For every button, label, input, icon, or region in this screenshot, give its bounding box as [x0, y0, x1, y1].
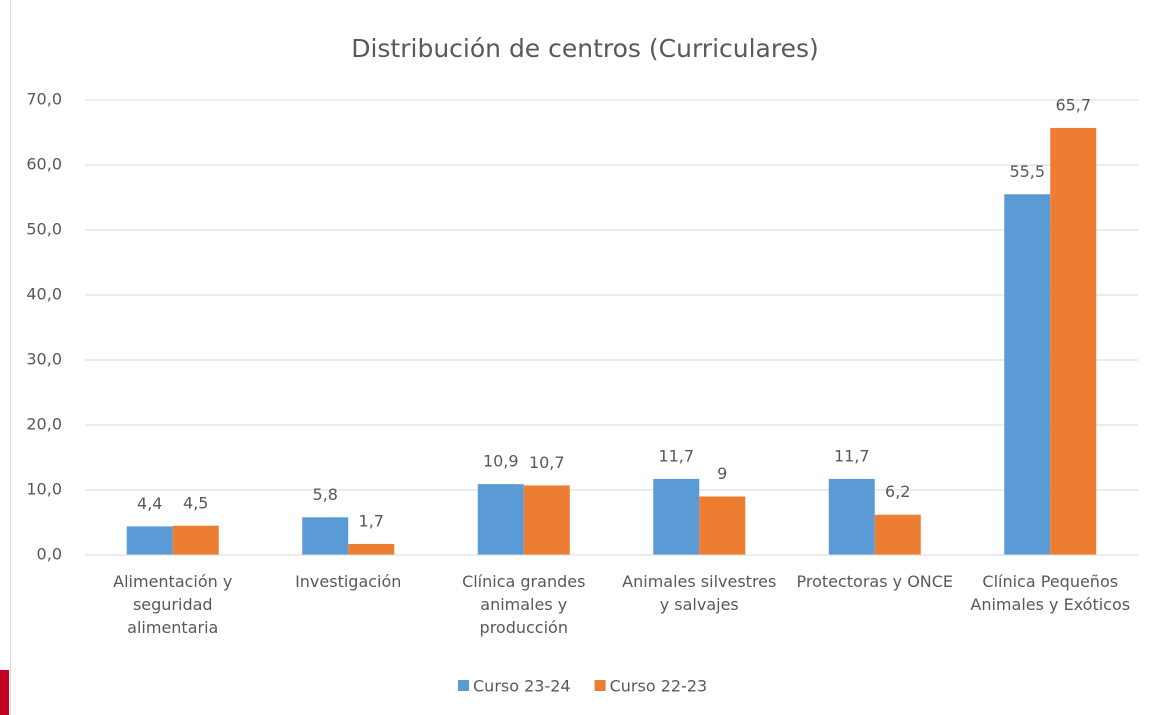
legend-swatch [458, 680, 469, 691]
bar [1050, 127, 1097, 555]
x-tick-label: Clínica Pequeños Animales y Exóticos [970, 572, 1131, 614]
bar [477, 484, 524, 555]
y-tick-label: 30,0 [26, 350, 62, 369]
y-tick-label: 60,0 [26, 155, 62, 174]
bar [828, 478, 875, 555]
x-tick-label: Protectoras y ONCE [796, 572, 954, 591]
y-tick-label: 10,0 [26, 480, 62, 499]
data-label: 10,7 [529, 453, 565, 472]
bar [874, 514, 921, 555]
chart-border [10, 0, 1150, 715]
bar [523, 485, 570, 555]
legend-label: Curso 23-24 [473, 677, 571, 696]
y-tick-label: 50,0 [26, 220, 62, 239]
bar [126, 526, 173, 555]
y-tick-label: 0,0 [37, 545, 62, 564]
decoration [0, 670, 9, 715]
data-label: 11,7 [658, 446, 694, 465]
bar [699, 496, 746, 555]
data-label: 11,7 [834, 446, 870, 465]
data-label: 4,4 [137, 494, 162, 513]
y-tick-label: 40,0 [26, 285, 62, 304]
data-label: 10,9 [483, 452, 519, 471]
bar [172, 525, 219, 555]
x-tick-label: Clínica grandes animales y producción [462, 572, 586, 637]
data-label: 6,2 [885, 482, 910, 501]
chart-title: Distribución de centros (Curriculares) [351, 34, 819, 63]
x-tick-label: Investigación [295, 572, 402, 591]
data-label: 1,7 [359, 511, 384, 530]
y-tick-label: 20,0 [26, 415, 62, 434]
data-label: 4,5 [183, 493, 208, 512]
bar [653, 478, 700, 555]
bar [302, 517, 349, 555]
data-label: 9 [717, 464, 727, 483]
legend-label: Curso 22-23 [610, 677, 708, 696]
data-label: 55,5 [1009, 162, 1045, 181]
x-tick-label: Animales silvestres y salvajes [622, 572, 777, 614]
y-tick-label: 70,0 [26, 90, 62, 109]
data-label: 5,8 [313, 485, 338, 504]
legend-swatch [594, 680, 606, 691]
bar [348, 543, 395, 555]
x-tick-label: Alimentación y seguridad alimentaria [113, 572, 233, 637]
data-label: 65,7 [1055, 95, 1091, 114]
bar [1004, 194, 1051, 555]
